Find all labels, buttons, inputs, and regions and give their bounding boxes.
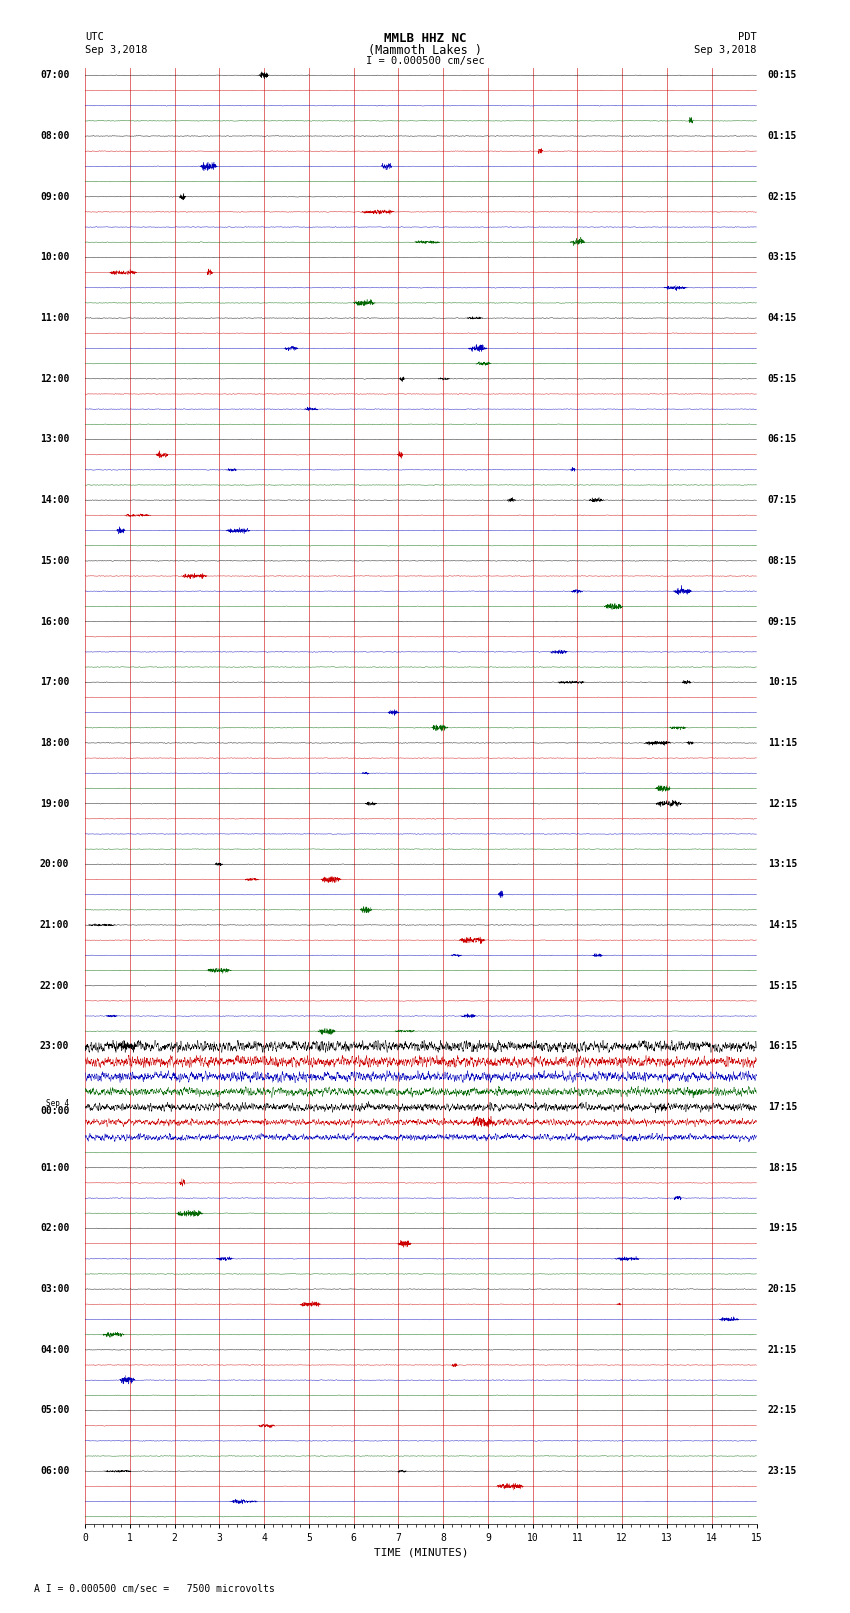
Text: 12:15: 12:15 [768, 798, 797, 808]
Text: 21:15: 21:15 [768, 1345, 797, 1355]
Text: 03:15: 03:15 [768, 252, 797, 263]
Text: 20:00: 20:00 [40, 860, 70, 869]
Text: 14:00: 14:00 [40, 495, 70, 505]
Text: 16:00: 16:00 [40, 616, 70, 626]
Text: I = 0.000500 cm/sec: I = 0.000500 cm/sec [366, 56, 484, 66]
Text: PDT: PDT [738, 32, 756, 42]
Text: 23:00: 23:00 [40, 1042, 70, 1052]
Text: 18:00: 18:00 [40, 737, 70, 748]
Text: Sep 3,2018: Sep 3,2018 [694, 45, 756, 55]
Text: 22:15: 22:15 [768, 1405, 797, 1416]
Text: 08:15: 08:15 [768, 556, 797, 566]
Text: 13:15: 13:15 [768, 860, 797, 869]
Text: 11:15: 11:15 [768, 737, 797, 748]
Text: 05:15: 05:15 [768, 374, 797, 384]
Text: UTC: UTC [85, 32, 104, 42]
Text: 08:00: 08:00 [40, 131, 70, 140]
Text: A I = 0.000500 cm/sec =   7500 microvolts: A I = 0.000500 cm/sec = 7500 microvolts [34, 1584, 275, 1594]
Text: 06:15: 06:15 [768, 434, 797, 445]
Text: 12:00: 12:00 [40, 374, 70, 384]
Text: 23:15: 23:15 [768, 1466, 797, 1476]
Text: 20:15: 20:15 [768, 1284, 797, 1294]
X-axis label: TIME (MINUTES): TIME (MINUTES) [373, 1547, 468, 1558]
Text: 09:00: 09:00 [40, 192, 70, 202]
Text: 03:00: 03:00 [40, 1284, 70, 1294]
Text: 04:00: 04:00 [40, 1345, 70, 1355]
Text: 00:00: 00:00 [40, 1107, 70, 1116]
Text: MMLB HHZ NC: MMLB HHZ NC [383, 32, 467, 45]
Text: Sep 3,2018: Sep 3,2018 [85, 45, 148, 55]
Text: 18:15: 18:15 [768, 1163, 797, 1173]
Text: 14:15: 14:15 [768, 919, 797, 931]
Text: 06:00: 06:00 [40, 1466, 70, 1476]
Text: (Mammoth Lakes ): (Mammoth Lakes ) [368, 44, 482, 56]
Text: Sep 4: Sep 4 [46, 1098, 70, 1108]
Text: 00:15: 00:15 [768, 71, 797, 81]
Text: 15:00: 15:00 [40, 556, 70, 566]
Text: 02:15: 02:15 [768, 192, 797, 202]
Text: 01:15: 01:15 [768, 131, 797, 140]
Text: 21:00: 21:00 [40, 919, 70, 931]
Text: 01:00: 01:00 [40, 1163, 70, 1173]
Text: 04:15: 04:15 [768, 313, 797, 323]
Text: 07:15: 07:15 [768, 495, 797, 505]
Text: 19:15: 19:15 [768, 1223, 797, 1234]
Text: 09:15: 09:15 [768, 616, 797, 626]
Text: 17:15: 17:15 [768, 1102, 797, 1111]
Text: 19:00: 19:00 [40, 798, 70, 808]
Text: 17:00: 17:00 [40, 677, 70, 687]
Text: 02:00: 02:00 [40, 1223, 70, 1234]
Text: 05:00: 05:00 [40, 1405, 70, 1416]
Text: 07:00: 07:00 [40, 71, 70, 81]
Text: 22:00: 22:00 [40, 981, 70, 990]
Text: 13:00: 13:00 [40, 434, 70, 445]
Text: 11:00: 11:00 [40, 313, 70, 323]
Text: 10:15: 10:15 [768, 677, 797, 687]
Text: 16:15: 16:15 [768, 1042, 797, 1052]
Text: 15:15: 15:15 [768, 981, 797, 990]
Text: 10:00: 10:00 [40, 252, 70, 263]
